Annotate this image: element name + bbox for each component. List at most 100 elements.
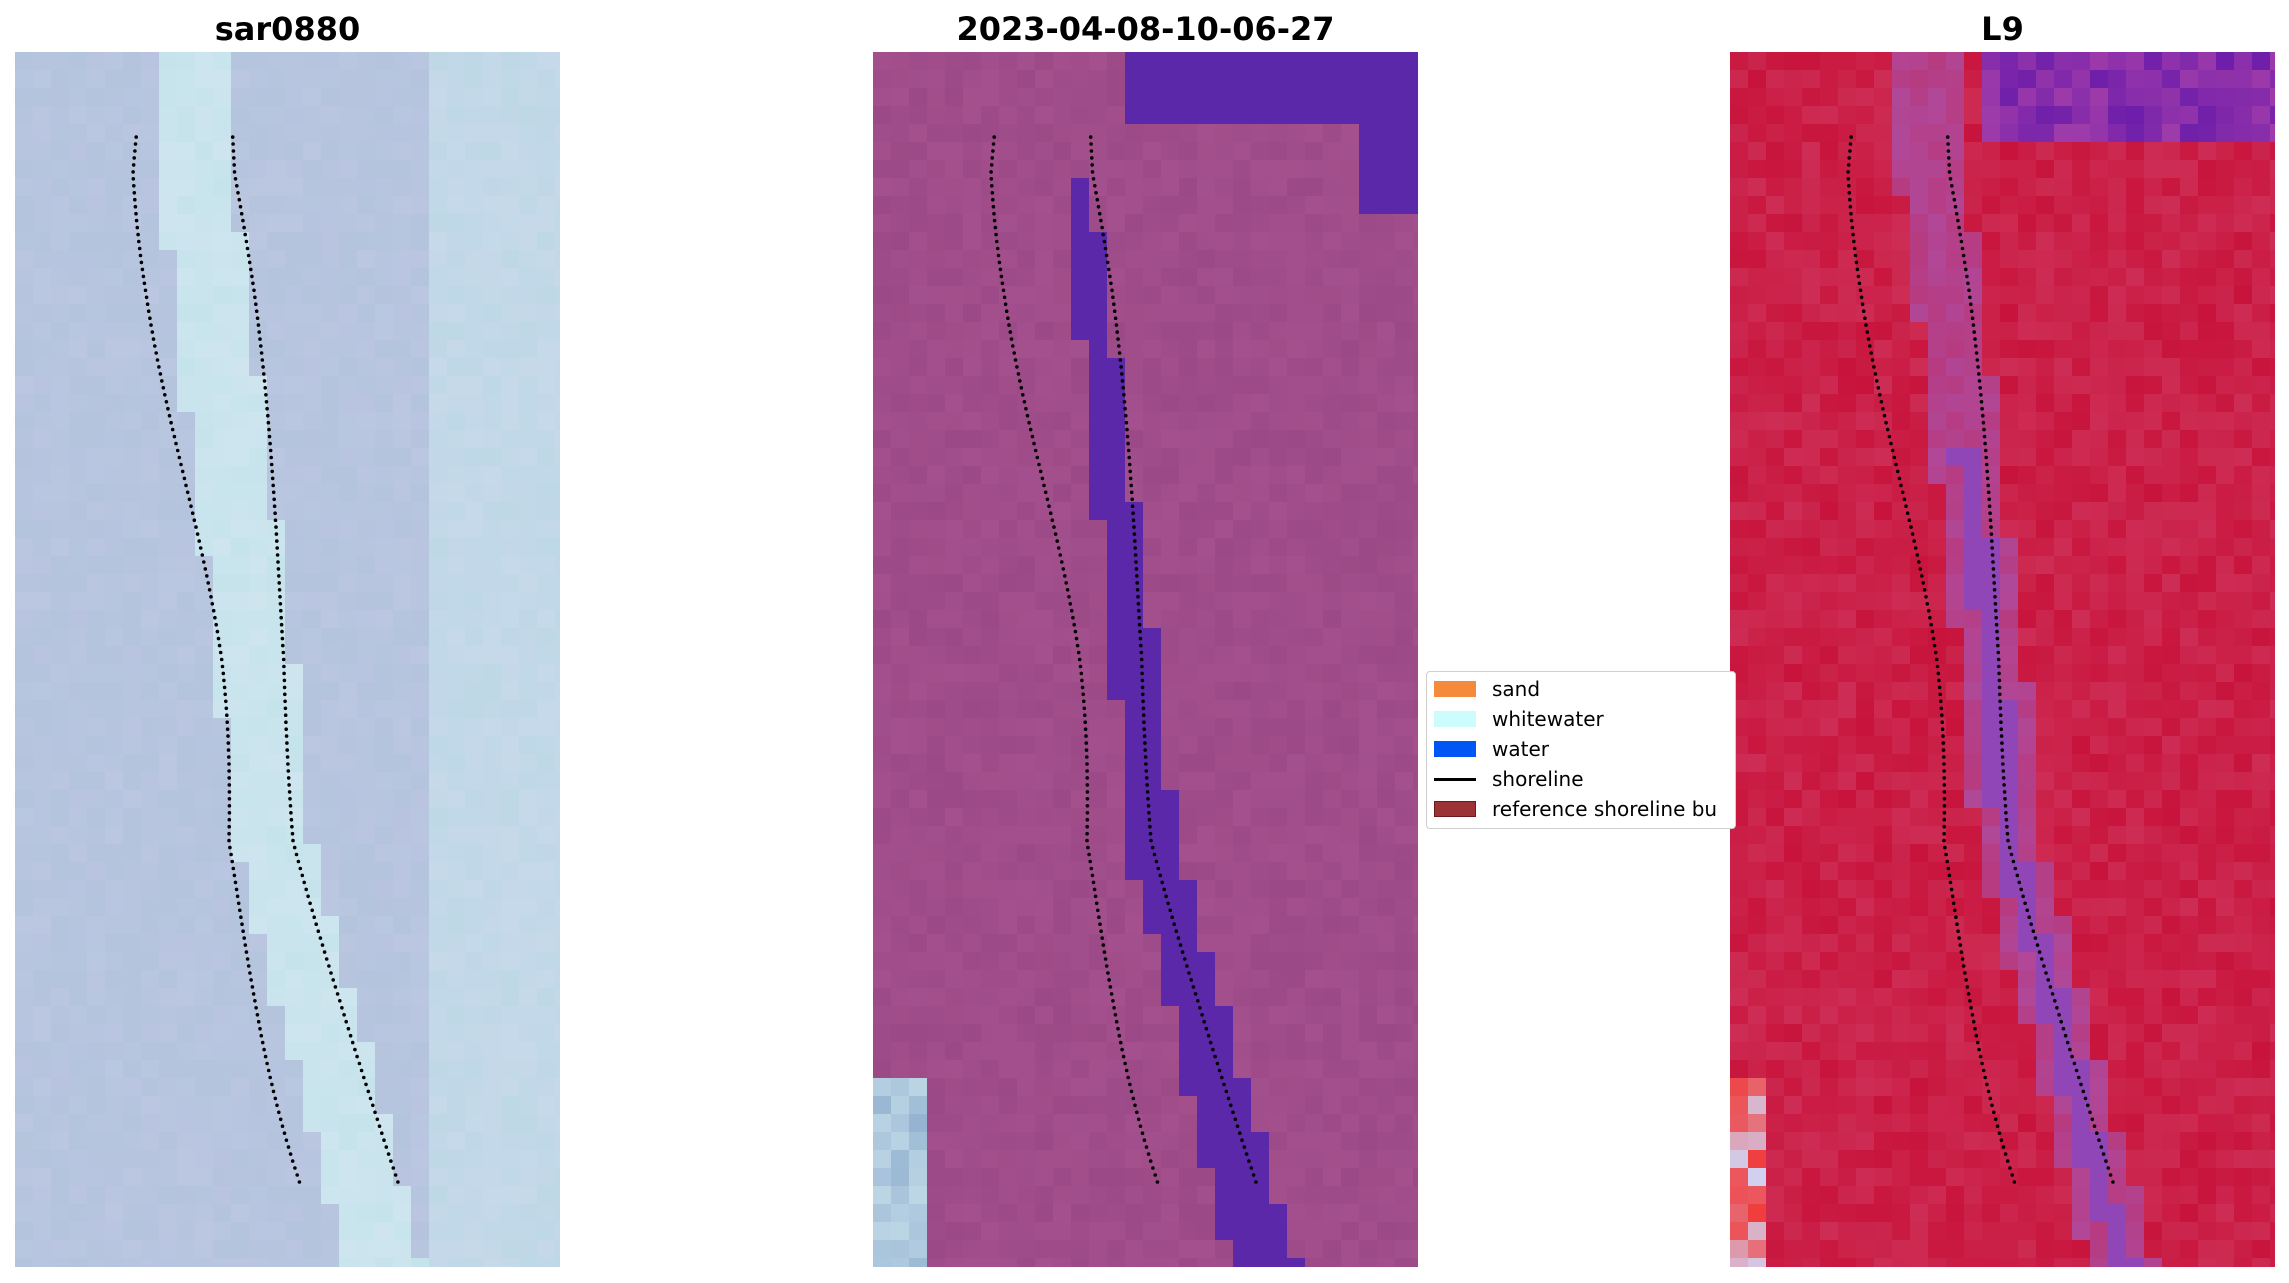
image-pixel <box>1341 268 1360 287</box>
image-pixel <box>891 430 910 449</box>
image-pixel <box>249 682 268 701</box>
image-pixel <box>195 484 214 503</box>
image-pixel <box>141 1024 160 1043</box>
image-pixel <box>447 916 466 935</box>
image-pixel <box>339 682 358 701</box>
image-pixel <box>1395 1132 1414 1151</box>
image-pixel <box>1233 988 1252 1007</box>
image-pixel <box>1341 376 1360 395</box>
image-pixel <box>981 628 1000 647</box>
image-pixel <box>285 304 304 323</box>
image-pixel <box>1377 1132 1396 1151</box>
image-pixel <box>267 160 286 179</box>
image-pixel <box>447 628 466 647</box>
image-pixel <box>249 736 268 755</box>
image-pixel <box>1287 628 1306 647</box>
image-pixel <box>141 1060 160 1079</box>
image-pixel <box>1341 88 1360 107</box>
image-pixel <box>447 340 466 359</box>
image-pixel <box>15 106 34 125</box>
image-pixel <box>537 412 556 431</box>
image-pixel <box>411 610 430 629</box>
image-pixel <box>375 1240 394 1259</box>
image-pixel <box>501 556 520 575</box>
image-pixel <box>1071 574 1090 593</box>
image-pixel <box>1413 1222 1418 1241</box>
image-pixel <box>927 898 946 917</box>
shoreline-point <box>288 804 293 808</box>
image-pixel <box>999 52 1018 71</box>
image-pixel <box>1305 196 1324 215</box>
image-pixel <box>1377 394 1396 413</box>
image-pixel <box>909 898 928 917</box>
image-pixel <box>555 1204 560 1223</box>
image-pixel <box>1143 754 1162 773</box>
shoreline-point <box>1098 922 1102 926</box>
image-pixel <box>465 1024 484 1043</box>
image-pixel <box>159 268 178 287</box>
image-pixel <box>33 358 52 377</box>
image-pixel <box>1125 1042 1144 1061</box>
image-pixel <box>69 322 88 341</box>
shoreline-point <box>1045 497 1050 502</box>
image-pixel <box>231 1168 250 1187</box>
image-pixel <box>195 502 214 521</box>
image-pixel <box>339 898 358 917</box>
image-pixel <box>285 1042 304 1061</box>
image-pixel <box>69 304 88 323</box>
image-pixel <box>1125 1240 1144 1259</box>
image-pixel <box>321 160 340 179</box>
image-pixel <box>177 286 196 305</box>
image-pixel <box>909 862 928 881</box>
image-pixel <box>321 664 340 683</box>
image-pixel <box>1269 934 1288 953</box>
image-pixel <box>1179 340 1198 359</box>
shoreline-point <box>253 295 257 300</box>
shoreline-point <box>1097 211 1102 216</box>
shoreline-point <box>1012 351 1016 355</box>
image-pixel <box>393 934 412 953</box>
image-pixel <box>1215 826 1234 845</box>
image-pixel <box>1197 322 1216 341</box>
image-pixel <box>891 754 910 773</box>
image-pixel <box>123 970 142 989</box>
image-pixel <box>501 646 520 665</box>
image-pixel <box>891 1042 910 1061</box>
image-pixel <box>321 430 340 449</box>
image-pixel <box>177 340 196 359</box>
image-pixel <box>267 988 286 1007</box>
image-pixel <box>483 124 502 143</box>
image-pixel <box>213 232 232 251</box>
image-pixel <box>1269 664 1288 683</box>
image-pixel <box>1179 1060 1198 1079</box>
image-pixel <box>1341 1042 1360 1061</box>
image-pixel <box>303 304 322 323</box>
image-pixel <box>285 1024 304 1043</box>
image-pixel <box>501 844 520 863</box>
image-pixel <box>1197 1006 1216 1025</box>
image-pixel <box>1377 700 1396 719</box>
shoreline-point <box>1148 824 1152 829</box>
image-pixel <box>105 52 124 71</box>
image-pixel <box>501 1150 520 1169</box>
image-pixel <box>1053 592 1072 611</box>
image-pixel <box>963 412 982 431</box>
image-pixel <box>357 952 376 971</box>
image-pixel <box>555 880 560 899</box>
image-pixel <box>1143 1204 1162 1223</box>
image-pixel <box>213 1150 232 1169</box>
image-pixel <box>123 736 142 755</box>
image-pixel <box>15 700 34 719</box>
image-pixel <box>1251 844 1270 863</box>
image-pixel <box>1197 196 1216 215</box>
image-pixel <box>195 376 214 395</box>
image-pixel <box>537 916 556 935</box>
image-pixel <box>927 934 946 953</box>
image-pixel <box>1413 1060 1418 1079</box>
image-pixel <box>1035 970 1054 989</box>
image-pixel <box>1143 1024 1162 1043</box>
image-pixel <box>483 268 502 287</box>
image-pixel <box>1838 52 1857 71</box>
image-pixel <box>1251 1222 1270 1241</box>
image-pixel <box>69 574 88 593</box>
